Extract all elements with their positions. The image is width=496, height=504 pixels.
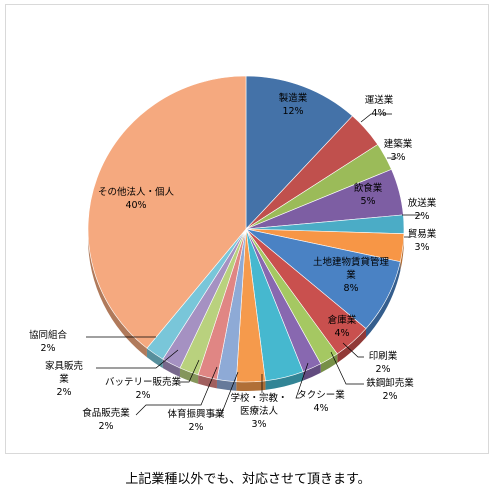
slice-label: 鉄鋼卸売業 2%	[366, 377, 414, 402]
pie-slice	[87, 75, 247, 349]
slice-percent: 2%	[98, 421, 113, 432]
slice-label: 体育振興事業 2%	[167, 408, 225, 433]
slice-label: その他法人・個人 40%	[98, 186, 175, 211]
slice-percent: 40%	[125, 200, 146, 211]
leader-line	[330, 351, 364, 385]
slice-label: 印刷業 2%	[369, 350, 398, 375]
pie-slice-edge	[198, 374, 217, 389]
slice-percent: 2%	[135, 390, 150, 401]
leader-line	[360, 113, 392, 123]
slice-percent: 2%	[56, 387, 71, 398]
slice-label: 土地建物賃貸管理業 8%	[313, 256, 390, 294]
chart-frame: 製造業 12% 運送業 4% 建築業 3% 飲食業 5% 放送業 2% 貿易業 3% 土地建物賃貸管理業…	[5, 4, 489, 454]
leader-line	[342, 342, 364, 358]
pie-slice-edge	[400, 233, 404, 271]
slice-label: バッテリー販売業 2%	[105, 376, 182, 401]
slice-percent: 2%	[188, 422, 203, 433]
slice-label: 学校・宗教・医療法人 3%	[230, 392, 287, 430]
pie-slice-edge	[303, 363, 321, 381]
pie-slice-edge	[88, 229, 147, 358]
slice-label: 家具販売業 2%	[45, 360, 83, 398]
pie-chart: 製造業 12% 運送業 4% 建築業 3%飲食業 5% 放送業 2% 貿易業 3% 土地建物賃貸管理業…	[29, 75, 437, 433]
slice-percent: 8%	[343, 283, 358, 294]
slice-percent: 2%	[40, 343, 55, 354]
slice-percent: 3%	[414, 242, 429, 253]
slice-percent: 5%	[360, 196, 375, 207]
leader-line	[295, 362, 309, 399]
slice-percent: 4%	[371, 108, 386, 119]
slice-label: タクシー業 4%	[297, 389, 345, 414]
slice-label: 貿易業 3%	[408, 228, 437, 253]
pie-slice-edge	[320, 353, 338, 373]
leader-line	[178, 359, 200, 383]
pie-slice-edge	[179, 367, 199, 384]
slice-percent: 2%	[375, 364, 390, 375]
slice-label: 運送業 4%	[365, 94, 394, 119]
slice-percent: 4%	[334, 328, 349, 339]
pie-slice-edge	[236, 380, 266, 391]
pie-slice	[245, 75, 353, 230]
pie-slice-edge	[146, 348, 163, 369]
slice-label: 倉庫業 4%	[328, 314, 357, 339]
slice-label: 放送業 2%	[408, 197, 437, 222]
pie-slice-edge	[365, 261, 401, 338]
caption-text: 上記業種以外でも、対応させて頂きます。	[125, 472, 371, 487]
pie-slice-edge	[265, 371, 304, 390]
leader-line	[96, 349, 179, 369]
slice-percent: 3%	[251, 419, 266, 430]
slice-percent: 2%	[414, 211, 429, 222]
leader-line	[135, 366, 218, 416]
pie-slice-edge	[337, 328, 366, 363]
slice-label: 建築業 3%	[384, 138, 413, 163]
slice-percent: 3%	[390, 152, 405, 163]
slice-label: 製造業 12%	[279, 92, 308, 117]
slice-label: 食品販売業 2%	[82, 407, 130, 432]
slice-percent: 12%	[282, 106, 303, 117]
slice-label: 飲食業 5%	[354, 182, 383, 207]
slice-label: 協同組合 2%	[29, 329, 68, 354]
pie-slice-edge	[162, 359, 180, 377]
leader-line	[211, 371, 239, 416]
slice-percent: 2%	[382, 391, 397, 402]
slice-percent: 4%	[313, 403, 328, 414]
